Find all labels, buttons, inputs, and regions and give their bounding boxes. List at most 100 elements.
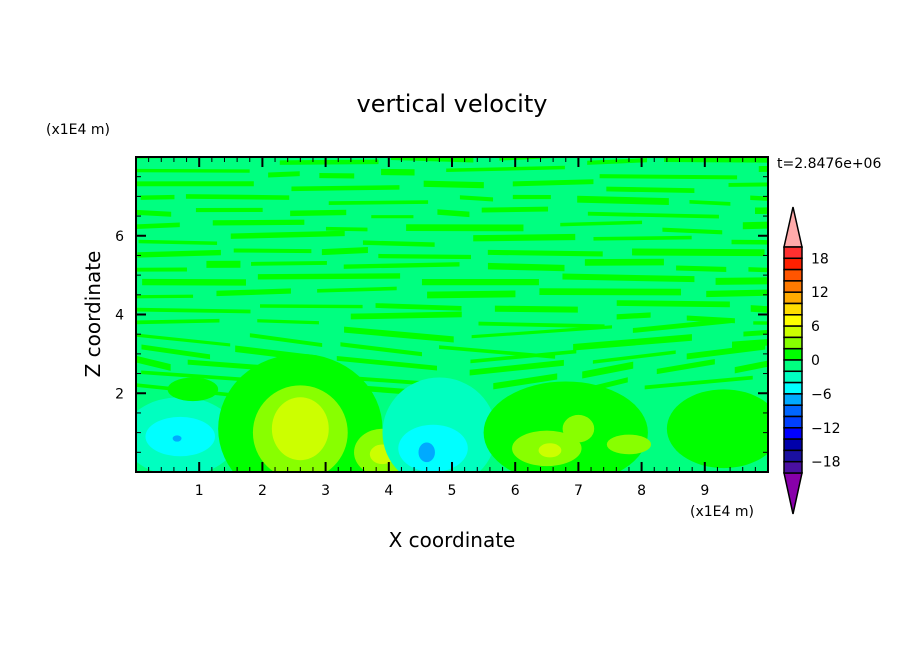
contour-band (136, 168, 250, 173)
contour-band (470, 349, 577, 364)
contour-band (378, 253, 472, 260)
colorbar-swatch (783, 370, 803, 384)
contour-band (138, 239, 218, 245)
x-scale-label: (x1E4 m) (690, 504, 754, 520)
x-tick-label: 8 (637, 483, 646, 499)
contour-band (584, 258, 664, 266)
x-tick-label: 6 (511, 483, 520, 499)
x-tick-label: 3 (321, 483, 330, 499)
contour-band (478, 321, 605, 329)
contour-band (136, 307, 251, 314)
contour-band (632, 318, 732, 333)
contour-band (317, 286, 397, 293)
contour-region (167, 377, 219, 402)
contour-band (560, 220, 643, 227)
contour-band (686, 315, 735, 324)
contour-band (325, 226, 368, 232)
contour-band (140, 194, 175, 200)
contour-region (418, 442, 435, 463)
contour-band (257, 273, 401, 280)
contour-band (487, 262, 565, 272)
contour-band (344, 326, 454, 343)
contour-band (136, 294, 194, 299)
contour-band (260, 304, 363, 309)
colorbar-under-triangle (783, 472, 803, 515)
contour-region (271, 397, 329, 461)
contour-region (606, 434, 652, 455)
colorbar-tick-label: −12 (811, 421, 841, 437)
contour-band (321, 247, 368, 256)
contour-band (599, 174, 738, 180)
colorbar-swatch (783, 291, 803, 305)
colorbar: 18 12 6 0 −6 −12 −18 (783, 206, 841, 515)
contour-band (251, 261, 327, 266)
contour-band (606, 186, 695, 194)
colorbar-swatch (783, 393, 803, 406)
contour-band (257, 319, 319, 325)
colorbar-swatch (783, 460, 803, 474)
contour-band (350, 311, 462, 320)
contour-band (753, 321, 768, 325)
contour-band (743, 329, 768, 337)
contour-band (141, 344, 211, 360)
contour-band (662, 227, 723, 235)
contour-band (758, 165, 768, 172)
contour-band (212, 219, 305, 226)
contour-band (136, 318, 220, 325)
contour-band (371, 215, 414, 219)
colorbar-tick-label: −18 (811, 455, 841, 471)
colorbar-swatch (783, 302, 803, 316)
contour-band (375, 303, 462, 311)
contour-band (616, 312, 651, 320)
x-tick-label: 7 (574, 483, 583, 499)
contour-band (437, 209, 470, 218)
contour-band (268, 171, 300, 178)
contour-band (136, 355, 171, 371)
axis-ticks: 1 2 3 4 5 6 7 8 9 2 4 6 (115, 157, 768, 499)
contour-band (216, 288, 291, 297)
contour-band (381, 168, 415, 176)
contour-band (230, 230, 345, 239)
contour-band (473, 233, 576, 242)
colorbar-swatch (783, 246, 803, 260)
contour-band (676, 265, 727, 272)
contour-band (136, 209, 172, 217)
contour-band (459, 195, 494, 202)
contour-band (715, 277, 768, 285)
contour-band (734, 360, 768, 374)
x-tick-label: 4 (384, 483, 393, 499)
contour-band (421, 278, 539, 286)
contour-band (423, 180, 484, 189)
contour-region (666, 389, 768, 469)
contour-band (731, 239, 768, 245)
contour-band (233, 248, 312, 254)
contour-band (742, 221, 768, 230)
colorbar-swatch (783, 404, 803, 418)
contour-band (587, 158, 648, 165)
contour-band (750, 305, 768, 313)
contour-band (664, 157, 768, 163)
contour-region (562, 414, 595, 443)
contour-band (343, 262, 460, 269)
contour-band (750, 195, 768, 201)
contour-band (616, 300, 730, 308)
x-tick-label: 1 (195, 483, 204, 499)
contour-band (279, 159, 379, 165)
contour-band (469, 359, 564, 376)
x-tick-label: 5 (448, 483, 457, 499)
contour-band (319, 173, 355, 179)
contour-band (185, 194, 290, 200)
colorbar-swatch (783, 314, 803, 327)
y-scale-label: (x1E4 m) (46, 122, 110, 138)
contour-band (632, 248, 765, 257)
colorbar-swatch (783, 381, 803, 395)
contour-band (481, 206, 549, 213)
contour-band (689, 199, 731, 206)
contour-band (748, 267, 768, 273)
contour-band (249, 333, 323, 348)
y-axis-label: Z coordinate (81, 251, 105, 378)
colorbar-swatch (783, 415, 803, 429)
contour-band (512, 179, 594, 187)
contour-band (582, 361, 634, 379)
